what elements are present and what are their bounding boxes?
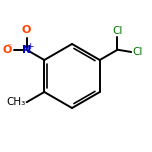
Text: O: O	[2, 45, 12, 55]
Text: Cl: Cl	[112, 26, 123, 36]
Text: Cl: Cl	[132, 47, 143, 57]
Text: N: N	[22, 45, 31, 55]
Text: CH₃: CH₃	[7, 97, 26, 107]
Text: +: +	[27, 42, 34, 51]
Text: ⁻: ⁻	[7, 42, 12, 52]
Text: O: O	[22, 25, 31, 35]
